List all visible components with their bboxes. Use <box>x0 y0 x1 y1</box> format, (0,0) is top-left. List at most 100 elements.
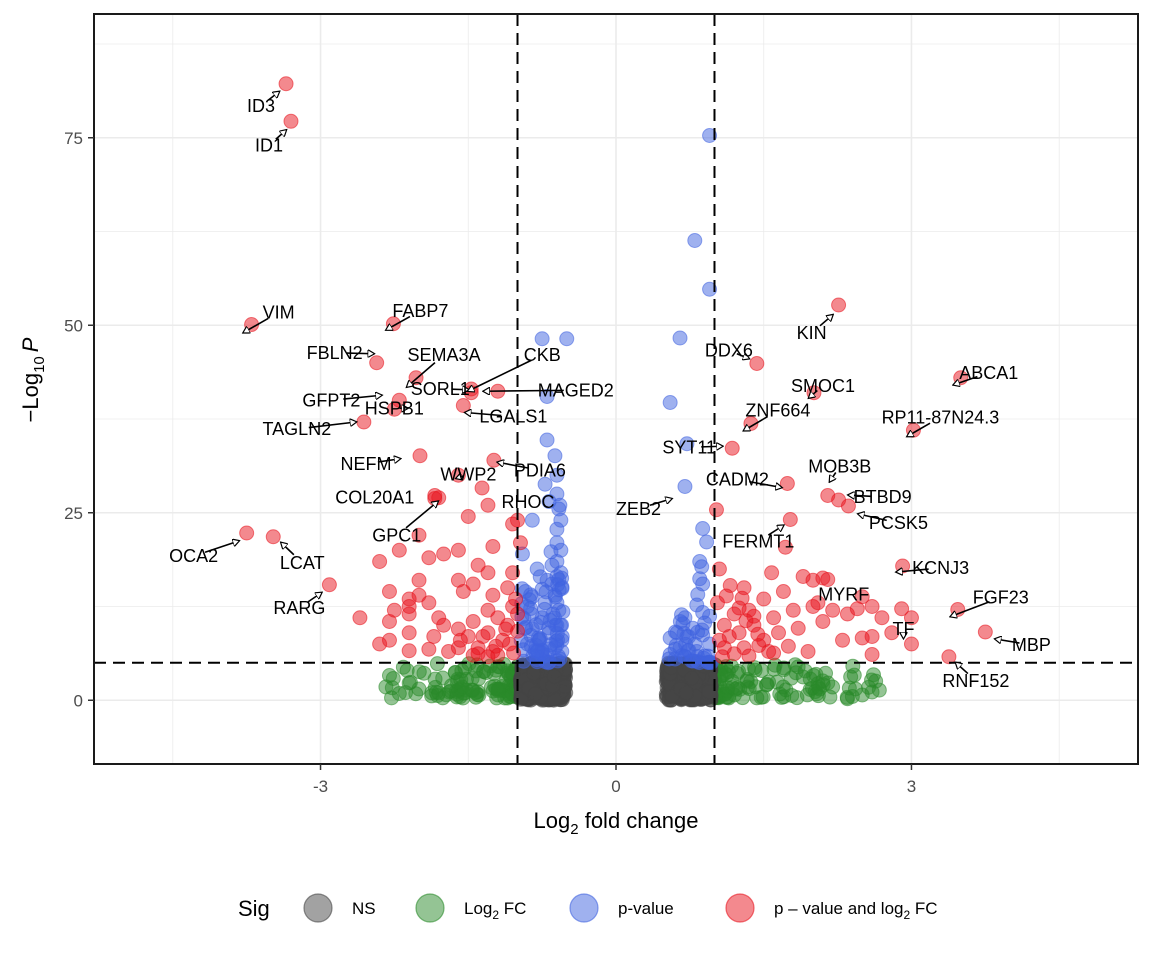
gene-label: RP11-87N24.3 <box>882 407 1000 427</box>
point-pvalue <box>692 554 708 569</box>
point-labeled-gene <box>749 356 765 371</box>
point-pvalue-and-log2fc <box>731 600 747 616</box>
gene-label-connector <box>956 663 969 675</box>
gene-label-connector <box>407 361 436 387</box>
point-pvalue-and-log2fc <box>485 587 501 603</box>
point-pvalue-and-log2fc <box>436 617 452 633</box>
point-pvalue-and-log2fc <box>421 550 437 566</box>
point-labeled-gene <box>831 297 847 313</box>
point-pvalue-and-log2fc <box>505 516 521 532</box>
legend: Sig NS Log2 FC p-value p – value and log2 FC <box>238 893 938 923</box>
point-pvalue <box>549 467 565 483</box>
gene-labels: ID3 ID1 VIM FABP7 FBLN2 SEMA3A GFPT2 SORL1 CKB MA… <box>169 92 1051 691</box>
pvalue-and-log2fc-points <box>239 76 993 665</box>
point-pvalue-and-log2fc <box>465 614 481 629</box>
grid-lines <box>94 14 1138 764</box>
point-pvalue <box>684 653 700 669</box>
point-pvalue-and-log2fc <box>756 591 772 607</box>
point-pvalue <box>662 395 678 410</box>
point-pvalue-and-log2fc <box>381 584 397 599</box>
point-pvalue <box>687 233 703 248</box>
legend-key-p <box>569 893 599 923</box>
point-ns <box>684 670 700 686</box>
point-log2fc <box>490 683 506 699</box>
gene-label-connector <box>281 543 295 556</box>
axes: -3 0 3 0 25 50 75 Log2 fold change −Log10P <box>18 129 916 838</box>
point-ns <box>678 685 694 701</box>
point-log2fc <box>391 686 407 701</box>
point-log2fc <box>749 690 765 706</box>
point-pvalue <box>559 331 575 347</box>
point-pvalue-and-log2fc <box>775 584 791 599</box>
point-labeled-gene <box>820 572 836 587</box>
point-pvalue-and-log2fc <box>771 625 787 641</box>
point-pvalue <box>537 476 553 492</box>
point-pvalue-and-log2fc <box>411 572 427 588</box>
cutoff-lines <box>94 14 1138 764</box>
point-pvalue-and-log2fc <box>401 643 417 659</box>
gene-label: MBP <box>1012 635 1051 655</box>
point-labeled-gene <box>265 529 281 545</box>
gene-label: MYRF <box>818 585 869 605</box>
point-pvalue <box>690 587 706 602</box>
point-pvalue <box>539 432 555 448</box>
point-pvalue <box>530 630 546 646</box>
point-pvalue-and-log2fc <box>475 629 491 644</box>
point-pvalue-and-log2fc <box>718 588 734 604</box>
point-labeled-gene <box>782 512 798 527</box>
gene-label-connector <box>343 395 381 400</box>
point-log2fc <box>431 685 447 701</box>
gene-label: RHOC <box>502 492 555 512</box>
point-labeled-gene <box>941 649 957 665</box>
point-ns <box>527 686 543 702</box>
point-labeled-gene <box>239 525 255 541</box>
gene-label-connector <box>346 353 374 354</box>
point-log2fc <box>411 681 427 697</box>
point-pvalue <box>553 512 569 528</box>
gene-label-connector <box>858 514 887 522</box>
point-pvalue-and-log2fc <box>460 509 476 524</box>
gene-label: FABP7 <box>392 301 448 321</box>
gene-label: TAGLN2 <box>263 419 332 439</box>
y-axis-title: −Log10P <box>18 337 48 422</box>
gene-label-connector <box>308 422 356 429</box>
point-pvalue-and-log2fc <box>741 648 757 664</box>
gene-label: SMOC1 <box>791 376 855 396</box>
point-pvalue-and-log2fc <box>884 625 900 641</box>
point-pvalue-and-log2fc <box>421 595 437 611</box>
gene-label: ZNF664 <box>745 401 810 421</box>
gene-label: CKB <box>524 345 561 365</box>
point-pvalue <box>668 637 684 653</box>
legend-label-p: p-value <box>618 899 674 918</box>
point-pvalue-and-log2fc <box>411 527 427 543</box>
legend-key-ns <box>303 893 333 923</box>
gene-label: KIN <box>797 323 827 343</box>
point-pvalue <box>534 331 550 347</box>
gene-label: FERMT1 <box>722 532 794 552</box>
legend-title: Sig <box>238 896 270 921</box>
point-pvalue <box>672 330 688 346</box>
point-pvalue <box>549 626 565 642</box>
point-pvalue <box>695 521 711 536</box>
x-tick-label: 0 <box>611 777 620 796</box>
point-pvalue-and-log2fc <box>764 565 780 581</box>
gene-label: RNF152 <box>942 671 1009 691</box>
point-log2fc <box>416 665 432 681</box>
gene-label: NEFM <box>341 454 392 474</box>
gene-label: HSPB1 <box>365 398 424 418</box>
point-pvalue-and-log2fc <box>800 644 816 659</box>
point-log2fc <box>789 690 805 706</box>
point-pvalue <box>700 648 716 664</box>
gene-label-connector <box>377 459 400 462</box>
point-pvalue-and-log2fc <box>738 613 754 629</box>
point-log2fc <box>727 681 743 697</box>
x-tick-label: -3 <box>313 777 328 796</box>
point-labeled-gene <box>708 502 724 518</box>
point-pvalue-and-log2fc <box>436 546 452 562</box>
point-labeled-gene <box>321 577 337 593</box>
point-pvalue <box>547 448 563 464</box>
point-pvalue-and-log2fc <box>480 602 496 618</box>
legend-label-ns: NS <box>352 899 376 918</box>
